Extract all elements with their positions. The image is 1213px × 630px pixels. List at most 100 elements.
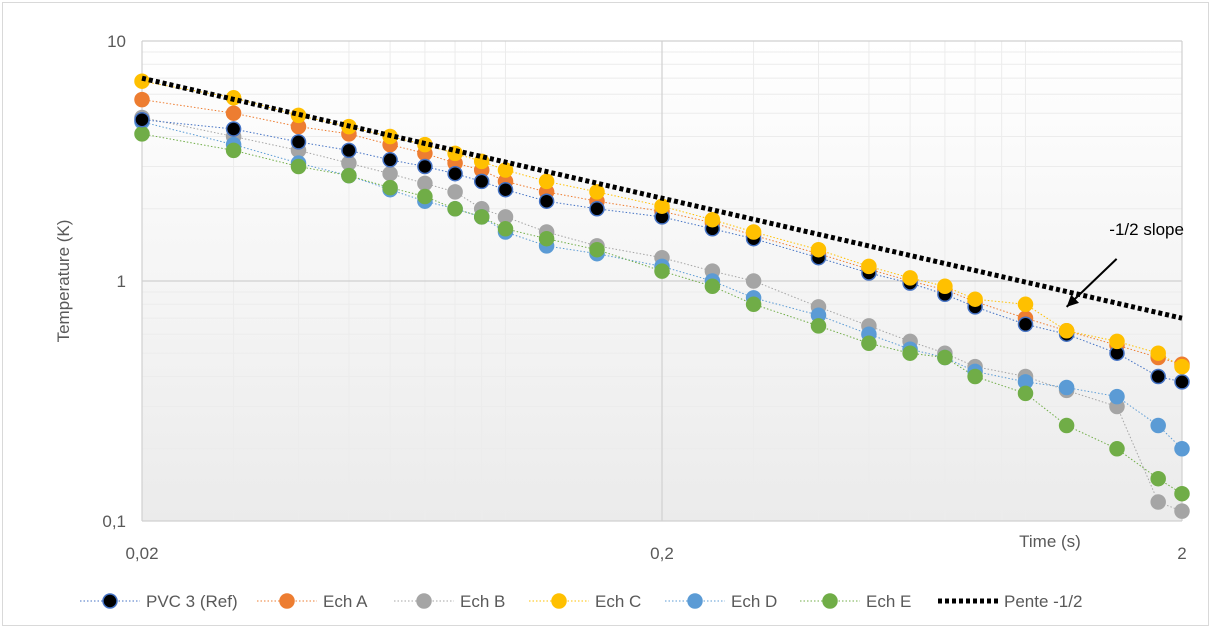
data-point [382, 165, 398, 182]
data-point [417, 158, 433, 175]
data-point [1174, 485, 1190, 502]
data-point [1150, 494, 1166, 510]
legend-label: Ech E [866, 592, 911, 611]
legend-item: Ech C [529, 592, 641, 611]
annotation-label: -1/2 slope [1109, 220, 1184, 239]
data-point [1174, 374, 1190, 390]
data-point [341, 167, 357, 184]
data-point [538, 230, 555, 247]
annotation-arrowhead [1066, 294, 1079, 307]
data-point [447, 184, 463, 200]
x-tick-label: 0,02 [125, 544, 158, 563]
x-axis-title: Time (s) [1019, 532, 1081, 551]
y-tick-label: 1 [117, 272, 126, 291]
data-point [704, 211, 721, 228]
data-point [497, 181, 514, 198]
slope-line [141, 75, 1183, 321]
data-point [1150, 470, 1166, 487]
legend-label: Pente -1/2 [1004, 592, 1082, 611]
data-point [473, 209, 490, 225]
data-point [1150, 417, 1166, 434]
data-point [861, 258, 877, 275]
data-point [704, 278, 721, 295]
data-point [1150, 345, 1166, 361]
data-point [745, 296, 762, 313]
legend-swatch-marker [102, 593, 118, 609]
data-point [382, 179, 398, 196]
legend-swatch-marker [279, 593, 295, 609]
legend-label: Ech C [595, 592, 641, 611]
data-point [1017, 296, 1034, 313]
data-point [447, 201, 463, 217]
data-point [589, 184, 605, 200]
legend: PVC 3 (Ref) Ech A Ech B Ech C Ech D Ech E Pent… [80, 592, 1082, 611]
data-point [937, 278, 953, 295]
legend-item: Pente -1/2 [938, 592, 1082, 611]
legend-item: Ech B [394, 592, 505, 611]
data-point [1109, 388, 1125, 405]
data-point [473, 173, 490, 190]
x-tick-label: 2 [1177, 544, 1186, 563]
data-point [134, 73, 150, 89]
data-point [1109, 441, 1125, 457]
data-point [1058, 323, 1075, 339]
series-line [141, 80, 1183, 368]
legend-label: Ech D [731, 592, 777, 611]
data-point [902, 270, 918, 286]
data-point [861, 335, 877, 352]
data-point [1174, 503, 1190, 519]
data-point [225, 142, 242, 159]
data-point [902, 345, 918, 361]
data-point [1058, 417, 1075, 434]
data-point [589, 241, 605, 258]
legend-item: PVC 3 (Ref) [80, 592, 238, 611]
data-point [417, 175, 433, 192]
x-tick-label: 0,2 [650, 544, 674, 563]
series-ech-e [134, 126, 1190, 502]
data-point [967, 368, 983, 385]
data-point [654, 263, 670, 279]
data-point [134, 126, 150, 142]
legend-label: PVC 3 (Ref) [146, 592, 238, 611]
legend-swatch-marker [416, 593, 432, 609]
y-axis-title: Temperature (K) [54, 220, 73, 343]
series-pente-1-2 [141, 75, 1183, 321]
data-point [341, 142, 357, 159]
data-point [967, 291, 983, 307]
data-point [1017, 316, 1034, 333]
legend-item: Ech E [800, 592, 911, 611]
data-point [1109, 333, 1125, 350]
data-point [290, 134, 307, 150]
y-tick-label: 10 [107, 32, 126, 51]
data-point [290, 158, 307, 175]
legend-swatch-marker [822, 593, 838, 609]
y-tick-label: 0,1 [102, 512, 126, 531]
legend-item: Ech D [665, 592, 777, 611]
legend-label: Ech B [460, 592, 505, 611]
data-point [1174, 358, 1190, 375]
data-point [1058, 379, 1075, 396]
data-point [810, 318, 827, 334]
data-point [538, 193, 555, 209]
data-point [1150, 368, 1166, 385]
legend-swatch-marker [687, 593, 703, 609]
data-point [1174, 441, 1190, 457]
data-point [745, 273, 762, 289]
legend-item: Ech A [257, 592, 368, 611]
data-point [1017, 385, 1034, 402]
data-point [382, 152, 398, 168]
data-point [538, 173, 555, 190]
legend-label: Ech A [323, 592, 368, 611]
data-point [937, 349, 953, 366]
data-point [225, 105, 242, 121]
data-point [134, 111, 150, 128]
legend-swatch-marker [551, 593, 567, 609]
data-point [225, 121, 242, 137]
data-point [810, 241, 827, 258]
data-point [134, 91, 150, 108]
data-point [745, 224, 762, 240]
data-point [447, 165, 463, 182]
data-point [589, 201, 605, 217]
